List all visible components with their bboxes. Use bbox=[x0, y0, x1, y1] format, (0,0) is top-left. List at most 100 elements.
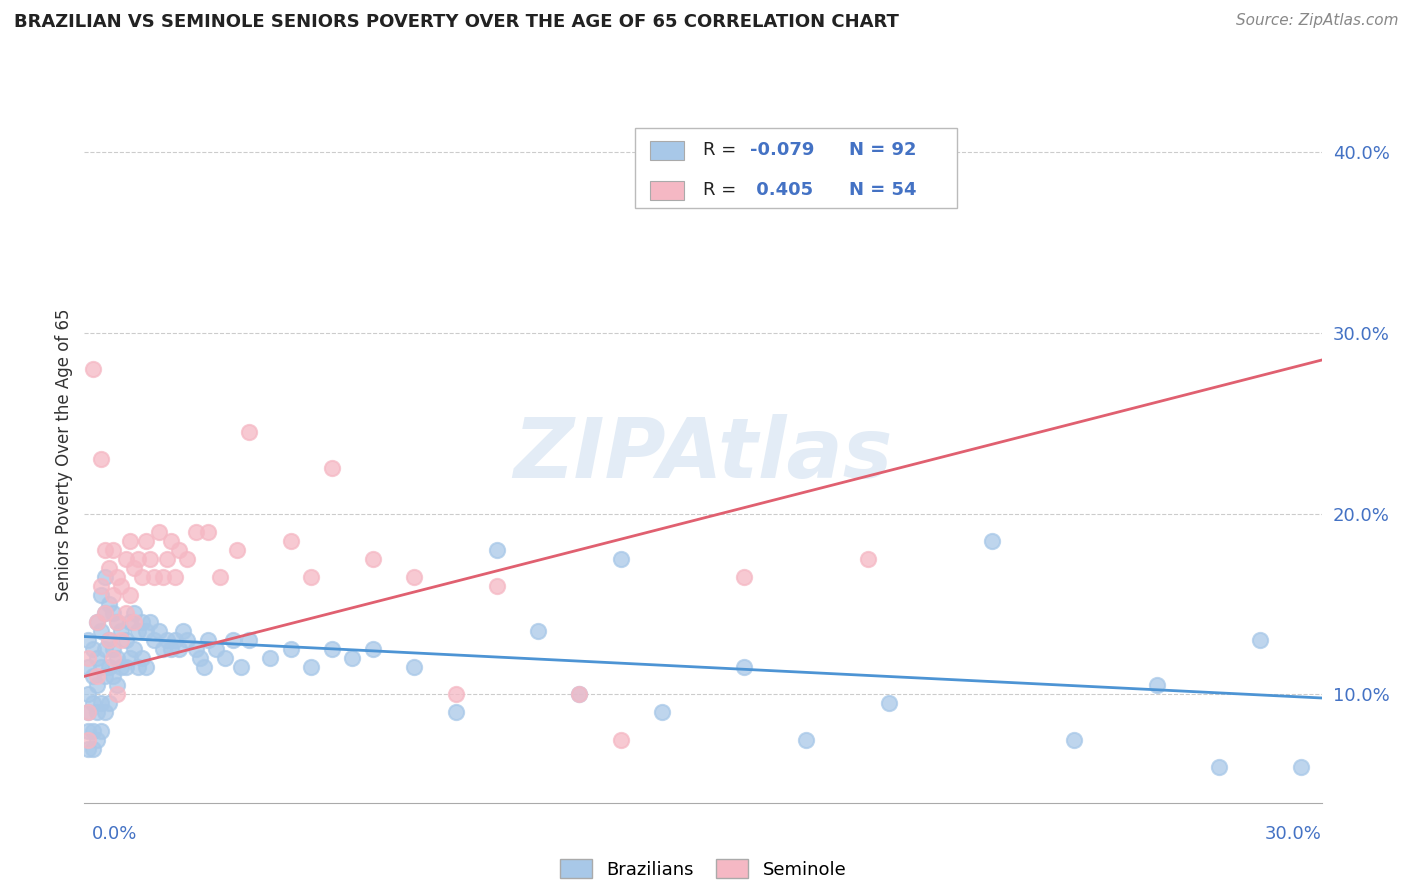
Point bbox=[110, 633, 132, 648]
Point bbox=[86, 678, 108, 692]
Point bbox=[82, 741, 104, 756]
Point bbox=[114, 551, 136, 566]
Point bbox=[321, 461, 343, 475]
Point bbox=[148, 624, 170, 639]
Point bbox=[90, 624, 112, 639]
Point bbox=[856, 551, 879, 566]
Point bbox=[105, 615, 128, 629]
Point bbox=[86, 615, 108, 629]
Point bbox=[176, 633, 198, 648]
Point bbox=[280, 642, 302, 657]
Point bbox=[139, 551, 162, 566]
Point bbox=[609, 732, 631, 747]
Point bbox=[361, 642, 384, 657]
Point bbox=[172, 624, 194, 639]
Point bbox=[299, 660, 322, 674]
Text: 0.0%: 0.0% bbox=[91, 825, 136, 843]
Point bbox=[152, 570, 174, 584]
Point bbox=[299, 570, 322, 584]
Point bbox=[118, 533, 141, 548]
Point bbox=[82, 697, 104, 711]
Y-axis label: Seniors Poverty Over the Age of 65: Seniors Poverty Over the Age of 65 bbox=[55, 309, 73, 601]
Point bbox=[135, 660, 157, 674]
Point bbox=[980, 533, 1002, 548]
Point bbox=[167, 542, 190, 557]
Point bbox=[1249, 633, 1271, 648]
Text: N = 92: N = 92 bbox=[849, 141, 917, 160]
Point bbox=[184, 524, 207, 539]
Point bbox=[222, 633, 245, 648]
Point bbox=[197, 633, 219, 648]
Point bbox=[90, 723, 112, 738]
Point bbox=[131, 651, 153, 665]
Point bbox=[118, 615, 141, 629]
Point bbox=[98, 633, 121, 648]
Point bbox=[105, 687, 128, 701]
Point bbox=[98, 633, 121, 648]
Point bbox=[877, 697, 900, 711]
Point bbox=[114, 606, 136, 620]
Point bbox=[94, 542, 117, 557]
Point bbox=[94, 570, 117, 584]
Point bbox=[77, 660, 100, 674]
Point bbox=[238, 425, 260, 440]
Point bbox=[444, 706, 467, 720]
Point bbox=[105, 651, 128, 665]
Point bbox=[90, 697, 112, 711]
Point bbox=[193, 660, 215, 674]
Point bbox=[105, 570, 128, 584]
Point bbox=[86, 651, 108, 665]
Point bbox=[229, 660, 252, 674]
Point bbox=[103, 588, 125, 602]
Point bbox=[1208, 759, 1230, 773]
Point bbox=[77, 732, 100, 747]
Point bbox=[94, 706, 117, 720]
Point bbox=[77, 706, 100, 720]
Point bbox=[135, 533, 157, 548]
Point bbox=[197, 524, 219, 539]
Point bbox=[527, 624, 550, 639]
Point bbox=[110, 624, 132, 639]
Point bbox=[103, 651, 125, 665]
FancyBboxPatch shape bbox=[636, 128, 956, 208]
Text: Source: ZipAtlas.com: Source: ZipAtlas.com bbox=[1236, 13, 1399, 29]
Point bbox=[188, 651, 211, 665]
Point bbox=[90, 452, 112, 467]
Point bbox=[98, 597, 121, 611]
Point bbox=[103, 542, 125, 557]
Point bbox=[103, 642, 125, 657]
Point bbox=[82, 723, 104, 738]
Point bbox=[90, 579, 112, 593]
Point bbox=[165, 570, 187, 584]
Point bbox=[98, 697, 121, 711]
Point bbox=[94, 669, 117, 683]
Point bbox=[122, 606, 145, 620]
Point bbox=[214, 651, 236, 665]
Point bbox=[139, 615, 162, 629]
Point bbox=[131, 570, 153, 584]
Text: R =: R = bbox=[703, 141, 742, 160]
Point bbox=[118, 651, 141, 665]
Text: BRAZILIAN VS SEMINOLE SENIORS POVERTY OVER THE AGE OF 65 CORRELATION CHART: BRAZILIAN VS SEMINOLE SENIORS POVERTY OV… bbox=[14, 13, 898, 31]
Legend: Brazilians, Seminole: Brazilians, Seminole bbox=[560, 859, 846, 879]
Point bbox=[143, 570, 166, 584]
Point bbox=[259, 651, 281, 665]
Point bbox=[485, 579, 508, 593]
Point bbox=[160, 642, 183, 657]
Point bbox=[321, 642, 343, 657]
Point bbox=[160, 533, 183, 548]
Point bbox=[94, 606, 117, 620]
Point bbox=[156, 551, 179, 566]
Point bbox=[444, 687, 467, 701]
Point bbox=[110, 660, 132, 674]
Point bbox=[94, 606, 117, 620]
Point bbox=[165, 633, 187, 648]
Point bbox=[98, 561, 121, 575]
Point bbox=[156, 633, 179, 648]
Point bbox=[118, 588, 141, 602]
Point bbox=[77, 633, 100, 648]
Point bbox=[82, 362, 104, 376]
Text: 0.405: 0.405 bbox=[749, 181, 813, 199]
Text: N = 54: N = 54 bbox=[849, 181, 917, 199]
Point bbox=[90, 660, 112, 674]
